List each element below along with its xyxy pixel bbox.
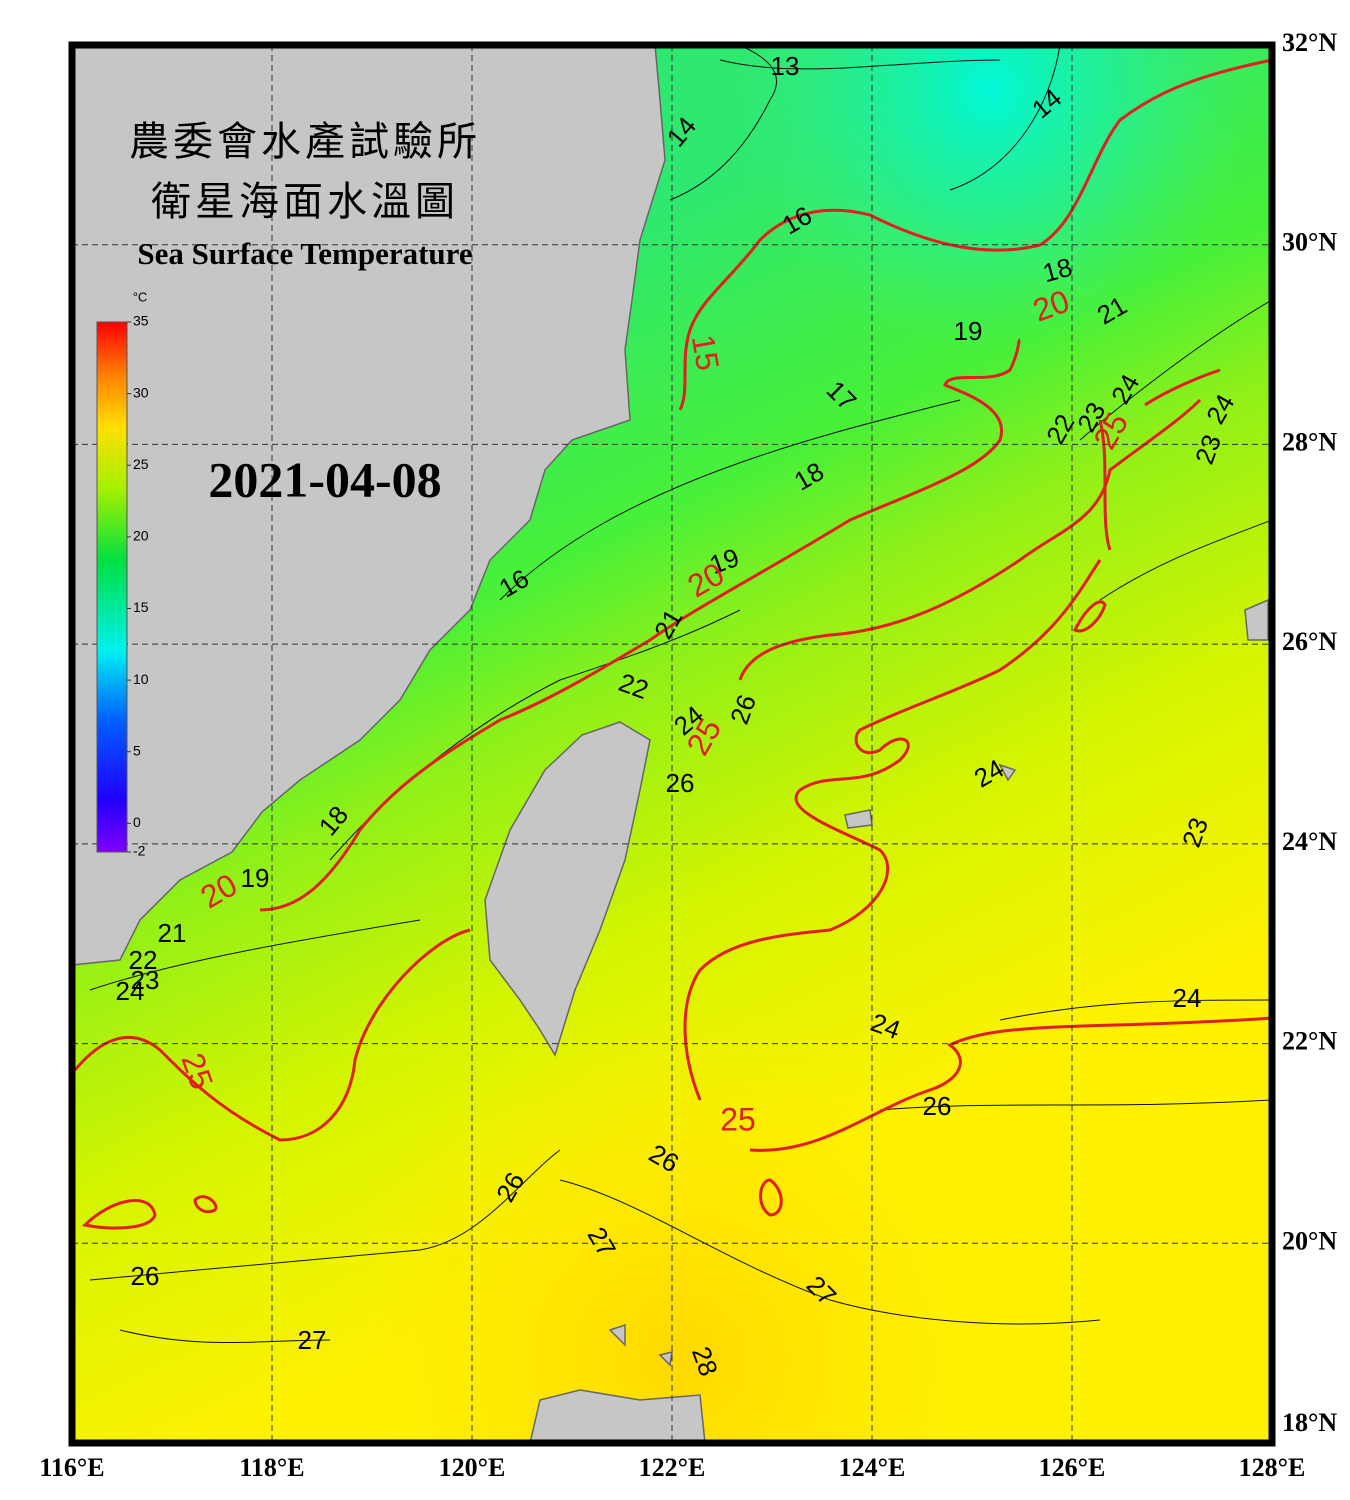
grid	[72, 45, 1272, 1443]
colorbar-tick-label: 25	[133, 456, 149, 472]
lat-label: 18°N	[1282, 1408, 1337, 1437]
isotherm-25	[683, 559, 1102, 1101]
lon-label: 128°E	[1239, 1453, 1306, 1482]
isotherm-25	[749, 1016, 1272, 1152]
title-zh-1: 農委會水產試驗所	[129, 119, 481, 165]
contour-label: 19	[954, 316, 983, 346]
contour-label: 24	[116, 976, 145, 1006]
lat-label: 24°N	[1282, 827, 1337, 856]
lat-label: 28°N	[1282, 427, 1337, 456]
colorbar-tick-label: 30	[133, 384, 149, 400]
contour-label: 21	[158, 918, 187, 948]
isotherm	[559, 1179, 1101, 1325]
title-en: Sea Surface Temperature	[137, 236, 472, 271]
lat-label: 30°N	[1282, 228, 1337, 257]
colorbar-unit: °C	[133, 289, 148, 304]
lat-label: 22°N	[1282, 1027, 1337, 1056]
contour-label: 22	[129, 945, 158, 975]
isotherms	[89, 45, 1272, 1343]
colorbar-tick-label: 15	[133, 599, 149, 615]
lon-label: 120°E	[439, 1453, 506, 1482]
date: 2021-04-08	[208, 451, 441, 507]
isotherm	[1099, 519, 1272, 601]
colorbar-tick-label: 10	[133, 671, 149, 687]
luzon	[529, 1389, 706, 1443]
contour-label: 13	[771, 51, 800, 81]
isotherm	[1079, 299, 1272, 441]
isotherm	[949, 45, 1061, 191]
isotherm-24	[738, 398, 1202, 681]
colorbar-tick-label: 5	[133, 742, 141, 758]
contour-label: 26	[131, 1261, 160, 1291]
isotherm	[719, 59, 1001, 70]
lon-label: 122°E	[639, 1453, 706, 1482]
frame	[68, 41, 1276, 1447]
isotherm	[89, 919, 421, 991]
contour-label: 26	[666, 768, 695, 798]
contour-label: 25	[720, 1101, 756, 1137]
lat-label: 32°N	[1282, 28, 1337, 57]
contour-label: 24	[1173, 983, 1202, 1013]
contour-label: 19	[241, 863, 270, 893]
isotherm	[879, 1099, 1272, 1111]
contour-label: 26	[923, 1091, 952, 1121]
contour-label: 15	[685, 332, 727, 373]
isotherm	[499, 399, 961, 601]
title-zh-2: 衛星海面水溫圖	[151, 179, 459, 225]
lat-label: 26°N	[1282, 627, 1337, 656]
lon-label: 118°E	[239, 1453, 304, 1482]
isotherm	[669, 45, 777, 201]
lon-label: 116°E	[39, 1453, 104, 1482]
colorbar-tick-label: 0	[133, 814, 141, 830]
isotherm	[119, 1329, 331, 1343]
mainland-china	[72, 45, 666, 966]
taiwan	[484, 721, 651, 1057]
lon-label: 124°E	[839, 1453, 906, 1482]
isotherm-20	[259, 338, 1022, 912]
lon-label: 126°E	[1039, 1453, 1106, 1482]
isotherm	[89, 1149, 561, 1281]
isotherm-25	[73, 928, 471, 1142]
colorbar	[96, 321, 128, 853]
contour-label: 23	[131, 965, 160, 995]
major-isotherms	[73, 58, 1272, 1230]
isotherm	[999, 999, 1272, 1021]
colorbar-tick-label: 35	[133, 313, 149, 329]
isotherm-loop	[81, 600, 1107, 1230]
isotherm-15-20	[678, 58, 1272, 411]
colorbar-tick-label: 20	[133, 528, 149, 544]
lat-label: 20°N	[1282, 1226, 1337, 1255]
contour-label: 27	[298, 1325, 327, 1355]
colorbar-tick-label: -2	[133, 843, 146, 859]
